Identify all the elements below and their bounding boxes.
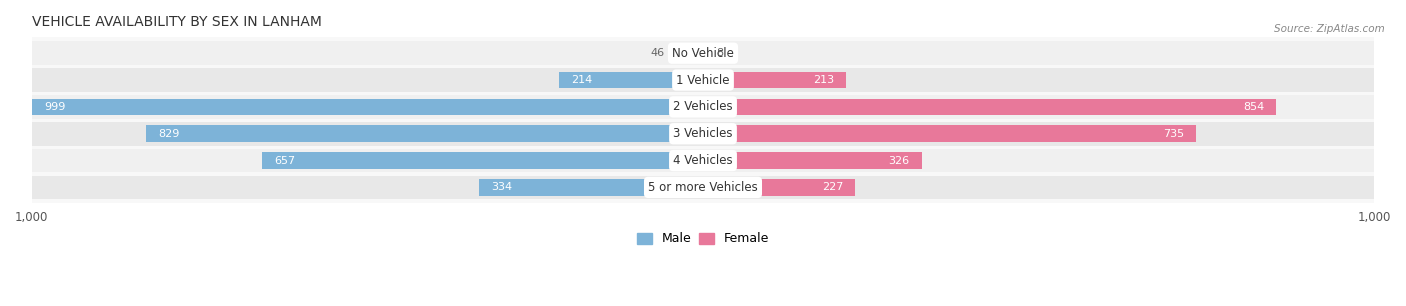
Text: 735: 735: [1163, 129, 1184, 139]
Bar: [703, 125, 1197, 142]
Text: 334: 334: [491, 182, 512, 192]
Text: 657: 657: [274, 155, 295, 166]
Bar: [560, 72, 703, 88]
Text: 326: 326: [889, 155, 910, 166]
Bar: [703, 99, 1277, 115]
Bar: [146, 125, 703, 142]
Text: 213: 213: [813, 75, 834, 85]
Text: 5 or more Vehicles: 5 or more Vehicles: [648, 181, 758, 194]
Bar: [703, 72, 846, 88]
Text: Source: ZipAtlas.com: Source: ZipAtlas.com: [1274, 24, 1385, 35]
Text: 1 Vehicle: 1 Vehicle: [676, 73, 730, 87]
Text: 46: 46: [650, 48, 664, 58]
Bar: [703, 45, 709, 62]
Text: 4 Vehicles: 4 Vehicles: [673, 154, 733, 167]
Text: 8: 8: [717, 48, 724, 58]
Text: VEHICLE AVAILABILITY BY SEX IN LANHAM: VEHICLE AVAILABILITY BY SEX IN LANHAM: [32, 15, 322, 29]
Bar: [32, 95, 1374, 119]
Bar: [32, 68, 1374, 92]
Bar: [32, 41, 1374, 65]
Text: 829: 829: [159, 129, 180, 139]
Bar: [479, 179, 703, 196]
Text: 854: 854: [1243, 102, 1264, 112]
Legend: Male, Female: Male, Female: [631, 227, 775, 251]
Text: 2 Vehicles: 2 Vehicles: [673, 100, 733, 114]
Text: 3 Vehicles: 3 Vehicles: [673, 127, 733, 140]
Text: 227: 227: [823, 182, 844, 192]
Bar: [262, 152, 703, 169]
Text: 999: 999: [45, 102, 66, 112]
Bar: [32, 122, 1374, 146]
Bar: [32, 149, 1374, 172]
Bar: [32, 99, 703, 115]
Bar: [703, 179, 855, 196]
Bar: [672, 45, 703, 62]
Text: 214: 214: [571, 75, 593, 85]
Text: No Vehicle: No Vehicle: [672, 47, 734, 60]
Bar: [703, 152, 922, 169]
Bar: [32, 176, 1374, 199]
